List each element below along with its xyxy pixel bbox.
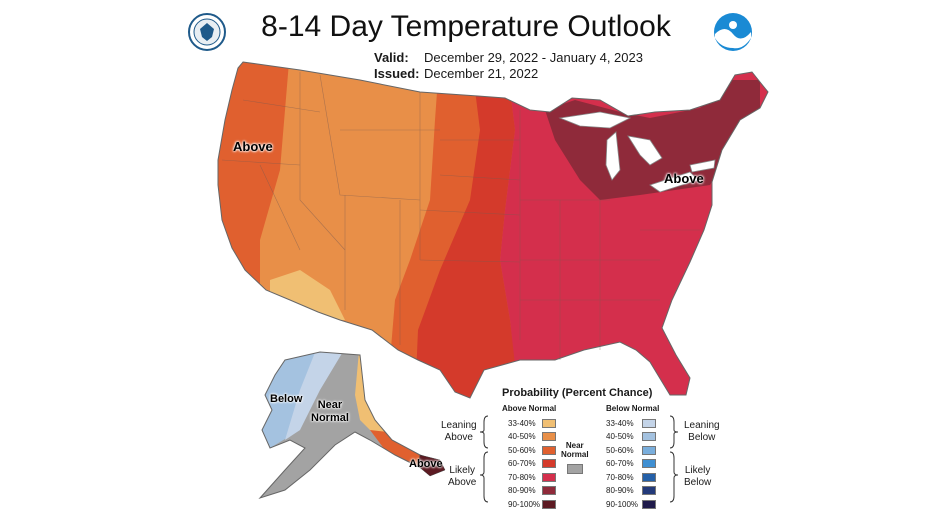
legend-above-header: Above Normal: [502, 404, 557, 413]
near-normal-line1: Near: [565, 441, 584, 450]
label-alaska-normal: Normal: [311, 412, 349, 424]
great-lakes: [558, 111, 716, 193]
legend-above-swatch: [542, 459, 556, 468]
southeast-islands: [417, 454, 446, 477]
legend-below-row: 50-60%: [606, 445, 656, 455]
legend-above-swatch: [542, 418, 556, 428]
legend-below-swatch: [642, 499, 656, 509]
valid-value: December 29, 2022 - January 4, 2023: [424, 50, 643, 65]
likely-above-line1: Likely: [449, 465, 475, 476]
doc-seal-icon: [188, 13, 226, 51]
legend-near-normal: Near Normal: [561, 441, 589, 459]
legend-above-range: 50-60%: [508, 445, 536, 455]
legend-below-swatch: [642, 432, 656, 441]
near-normal-line2: Normal: [561, 450, 589, 459]
issued-label: Issued:: [374, 66, 420, 81]
leaning-above-line1: Leaning: [441, 420, 477, 431]
noaa-logo-icon: [714, 13, 752, 51]
label-alaska-above: Above: [409, 458, 443, 470]
label-above-northeast: Above: [664, 171, 704, 186]
legend-below-swatch: [642, 445, 656, 455]
legend-below-header: Below Normal: [606, 404, 660, 413]
legend-below-range: 70-80%: [606, 472, 634, 482]
legend-below-swatch: [642, 472, 656, 482]
legend-above-row: 70-80%: [508, 472, 556, 482]
legend-likely-above: Likely Above: [448, 465, 476, 489]
legend-below-range: 60-70%: [606, 459, 634, 468]
legend-near-normal-swatch: [567, 464, 583, 474]
legend-below-row: 90-100%: [606, 499, 656, 509]
legend-below-swatch: [642, 418, 656, 428]
legend-leaning-below: Leaning Below: [684, 420, 720, 444]
state-boundaries: [221, 72, 700, 360]
legend-above-swatch: [542, 499, 556, 509]
legend-above-row: 50-60%: [508, 445, 556, 455]
label-alaska-near: Near: [317, 399, 343, 411]
legend-title: Probability (Percent Chance): [502, 387, 653, 399]
date-block: Valid: December 29, 2022 - January 4, 202…: [374, 50, 643, 82]
alaska-outline: [258, 351, 442, 500]
page-title: 8-14 Day Temperature Outlook: [261, 10, 671, 43]
legend-above-row: 33-40%: [508, 418, 556, 428]
likely-below-line1: Likely: [684, 465, 711, 476]
legend-above-swatch: [542, 432, 556, 441]
legend-below-row: 80-90%: [606, 486, 656, 496]
legend-above-range: 33-40%: [508, 418, 536, 428]
legend-above-range: 40-50%: [508, 432, 536, 441]
issued-value: December 21, 2022: [424, 66, 539, 81]
valid-label: Valid:: [374, 50, 409, 65]
legend-below-range: 50-60%: [606, 445, 634, 455]
legend-above-swatch: [542, 472, 556, 482]
legend-above-row: 40-50%: [508, 432, 556, 442]
conus-shaded-regions: [218, 62, 768, 398]
legend-below-swatch: [642, 459, 656, 468]
legend-likely-below: Likely Below: [684, 465, 711, 489]
legend-below-row: 33-40%: [606, 418, 656, 428]
legend-below-row: 70-80%: [606, 472, 656, 482]
legend-below-range: 40-50%: [606, 432, 634, 441]
legend-below-range: 33-40%: [606, 418, 634, 428]
leaning-above-line2: Above: [444, 432, 473, 443]
legend-above-range: 70-80%: [508, 472, 536, 482]
legend-below-swatch: [642, 486, 656, 495]
legend-below-row: 60-70%: [606, 459, 656, 469]
legend-above-swatch: [542, 445, 556, 455]
legend-above-row: 60-70%: [508, 459, 556, 469]
leaning-below-line2: Below: [688, 432, 716, 443]
leaning-below-line1: Leaning: [684, 420, 720, 431]
legend-above-row: 90-100%: [508, 499, 556, 509]
likely-above-line2: Above: [448, 477, 477, 488]
legend-above-range: 60-70%: [508, 459, 536, 468]
legend-below-row: 40-50%: [606, 432, 656, 442]
legend-brackets: [479, 415, 679, 503]
label-alaska-below: Below: [270, 393, 303, 405]
legend-above-range: 90-100%: [508, 499, 541, 509]
label-alaska-near-normal: Near Normal: [311, 399, 349, 425]
legend-above-range: 80-90%: [508, 486, 536, 495]
legend-above-swatch: [542, 486, 556, 495]
label-above-west: Above: [233, 139, 273, 154]
legend-above-row: 80-90%: [508, 486, 556, 496]
legend-leaning-above: Leaning Above: [441, 420, 477, 444]
likely-below-line2: Below: [684, 477, 712, 488]
legend-below-range: 80-90%: [606, 486, 634, 495]
legend-below-range: 90-100%: [606, 499, 639, 509]
conus-outline: [217, 61, 769, 399]
